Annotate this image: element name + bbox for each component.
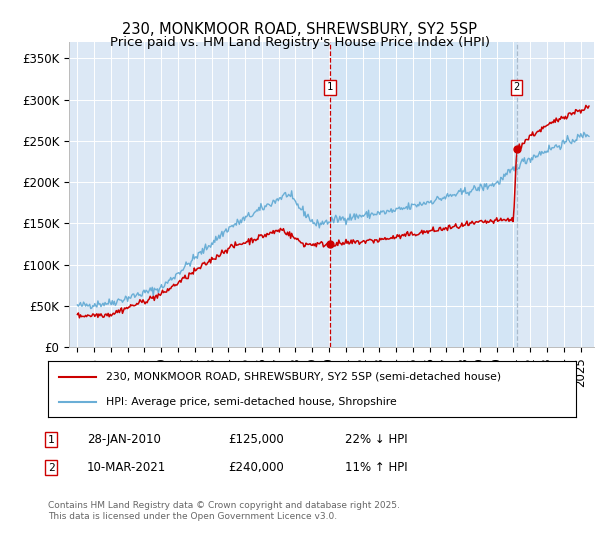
- Text: 11% ↑ HPI: 11% ↑ HPI: [345, 461, 407, 474]
- Text: 230, MONKMOOR ROAD, SHREWSBURY, SY2 5SP: 230, MONKMOOR ROAD, SHREWSBURY, SY2 5SP: [122, 22, 478, 38]
- Text: 1: 1: [47, 435, 55, 445]
- Text: 28-JAN-2010: 28-JAN-2010: [87, 433, 161, 446]
- Text: 22% ↓ HPI: 22% ↓ HPI: [345, 433, 407, 446]
- Text: Price paid vs. HM Land Registry's House Price Index (HPI): Price paid vs. HM Land Registry's House …: [110, 36, 490, 49]
- Text: 230, MONKMOOR ROAD, SHREWSBURY, SY2 5SP (semi-detached house): 230, MONKMOOR ROAD, SHREWSBURY, SY2 5SP …: [106, 372, 501, 382]
- Text: 2: 2: [514, 82, 520, 92]
- Text: Contains HM Land Registry data © Crown copyright and database right 2025.
This d: Contains HM Land Registry data © Crown c…: [48, 501, 400, 521]
- Text: HPI: Average price, semi-detached house, Shropshire: HPI: Average price, semi-detached house,…: [106, 396, 397, 407]
- Bar: [330, 42, 517, 347]
- Text: 2: 2: [47, 463, 55, 473]
- Text: 1: 1: [327, 82, 333, 92]
- Text: 10-MAR-2021: 10-MAR-2021: [87, 461, 166, 474]
- Text: £240,000: £240,000: [228, 461, 284, 474]
- Text: £125,000: £125,000: [228, 433, 284, 446]
